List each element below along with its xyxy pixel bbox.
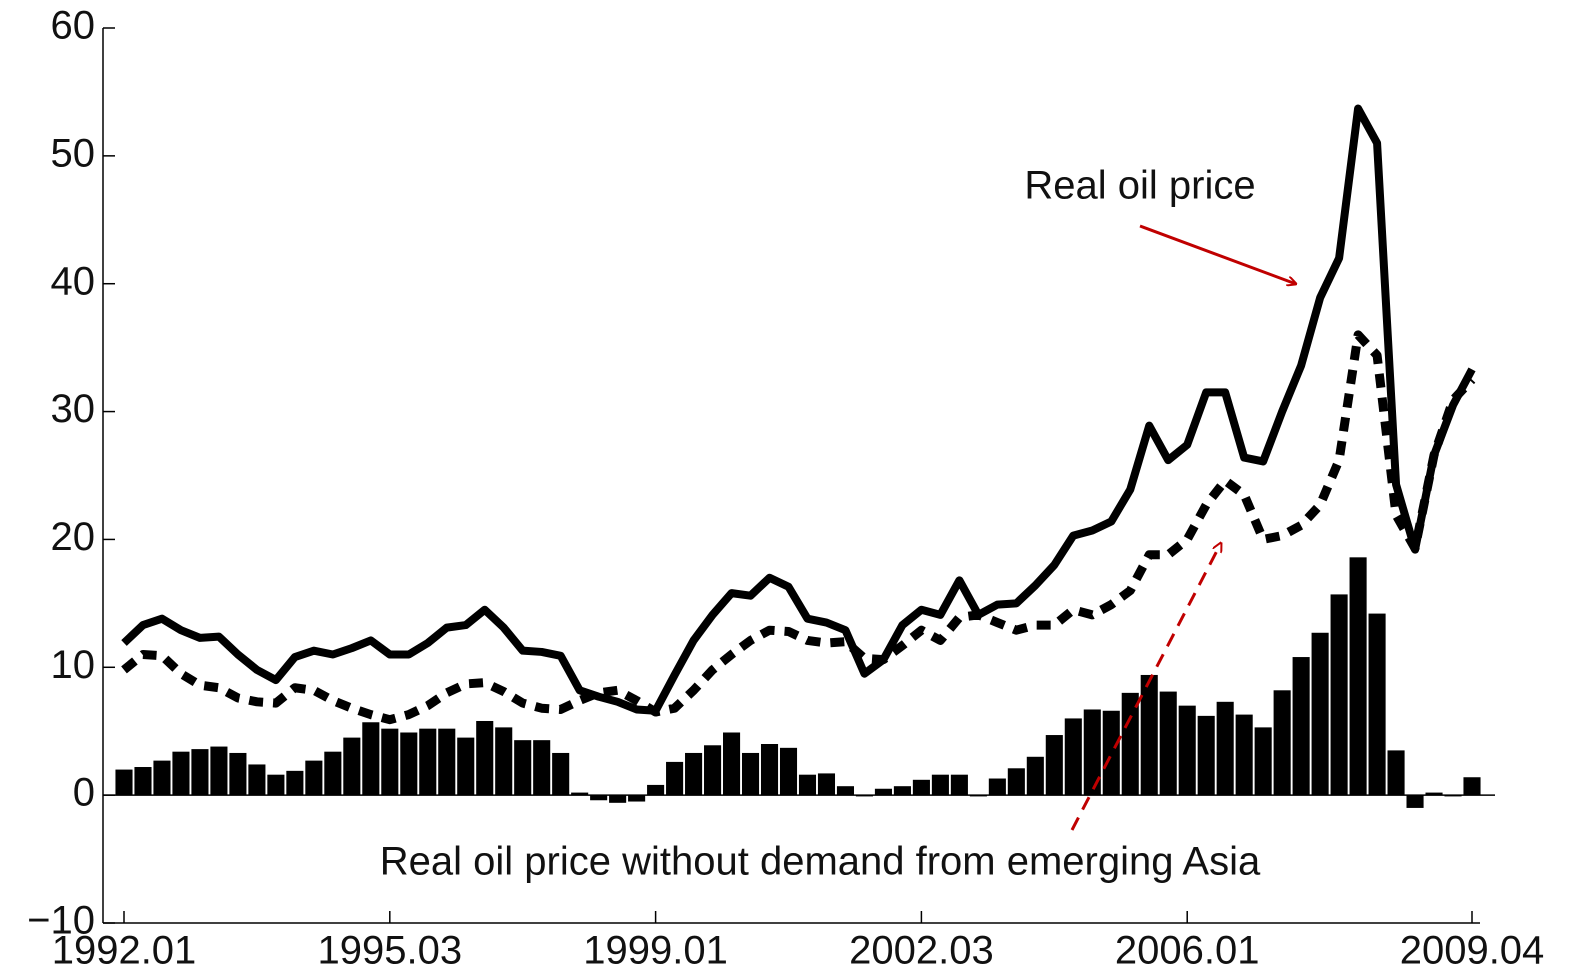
- bar: [1330, 594, 1348, 796]
- bar: [647, 784, 665, 796]
- bar: [514, 740, 532, 796]
- bar: [969, 795, 987, 797]
- bar: [1140, 674, 1158, 796]
- bar: [286, 770, 304, 796]
- bar: [1311, 632, 1329, 796]
- bar: [552, 752, 570, 796]
- x-tick-label: 2009.04: [1400, 929, 1545, 973]
- bar: [134, 767, 152, 796]
- bar: [191, 749, 209, 796]
- bar: [1064, 718, 1082, 796]
- bar: [874, 788, 892, 796]
- bar: [343, 737, 361, 796]
- bar: [1178, 705, 1196, 796]
- bar: [362, 722, 380, 796]
- bar: [419, 728, 437, 796]
- bar: [779, 747, 798, 796]
- bar: [1254, 727, 1272, 796]
- bar: [324, 751, 342, 796]
- bar: [533, 740, 551, 796]
- bar: [1273, 690, 1291, 796]
- bar: [438, 728, 456, 796]
- bar: [1083, 709, 1101, 796]
- bar: [153, 760, 171, 796]
- bar: [760, 744, 779, 796]
- bar: [666, 761, 684, 796]
- bar: [685, 752, 703, 796]
- y-tick-label: 30: [51, 387, 96, 431]
- x-tick-label: 1995.03: [318, 929, 463, 973]
- annotation: Real oil price: [1024, 164, 1255, 208]
- bar: [267, 774, 285, 796]
- bar: [628, 795, 646, 802]
- bar: [1007, 768, 1025, 796]
- bar: [210, 746, 228, 796]
- y-tick-label: 50: [51, 131, 96, 175]
- bar: [476, 720, 494, 796]
- bar: [1425, 792, 1443, 796]
- bar: [609, 795, 627, 803]
- bar: [400, 732, 418, 796]
- bar: [1045, 735, 1063, 796]
- y-tick-label: −10: [27, 899, 95, 943]
- bar: [893, 786, 911, 796]
- bar: [1349, 557, 1367, 796]
- line: [121, 104, 1476, 715]
- annotation: Real oil price without demand from emerg…: [380, 840, 1261, 884]
- bar: [855, 795, 873, 797]
- annotation-arrow: [1070, 543, 1221, 831]
- x-tick-label: 2006.01: [1115, 929, 1260, 973]
- y-tick-label: 60: [51, 4, 96, 48]
- bar: [172, 751, 190, 796]
- bar: [229, 752, 247, 796]
- bar: [1463, 777, 1481, 796]
- bar: [723, 732, 741, 796]
- bar: [381, 728, 399, 796]
- bar: [1444, 795, 1462, 797]
- bar: [1216, 701, 1234, 796]
- bar: [1026, 756, 1044, 796]
- bar: [457, 737, 475, 796]
- bar: [950, 774, 968, 796]
- bar: [495, 727, 513, 796]
- y-tick-label: 40: [51, 259, 96, 303]
- bar: [912, 779, 930, 796]
- bar: [1387, 750, 1405, 796]
- annotation-arrow: [1139, 224, 1296, 284]
- plot-area: −10 0 10 20 30 40 50 60 1992.01 1995.03 1999.01 200…: [27, 4, 1544, 973]
- dashed-line: [121, 330, 1476, 725]
- bar: [1102, 710, 1120, 796]
- bar: [704, 745, 722, 796]
- bar: [571, 792, 589, 796]
- bar: [988, 778, 1006, 796]
- bar: [248, 764, 266, 796]
- bar: [1197, 715, 1215, 796]
- bar: [1406, 795, 1424, 808]
- y-tick-label: 0: [73, 771, 95, 815]
- bar: [1368, 613, 1386, 796]
- bar: [931, 774, 949, 796]
- bar: [115, 769, 133, 796]
- x-tick-label: 1992.01: [52, 929, 197, 973]
- bar: [1235, 714, 1253, 796]
- bar: [836, 786, 855, 796]
- bar: [741, 752, 760, 796]
- bar: [798, 774, 817, 796]
- bar: [817, 773, 836, 796]
- bar: [1121, 692, 1139, 796]
- bar: [1159, 691, 1177, 796]
- bar: [305, 760, 323, 796]
- y-tick-label: 10: [51, 643, 96, 687]
- y-tick-label: 20: [51, 515, 96, 559]
- x-tick-label: 1999.01: [583, 929, 728, 973]
- x-tick-label: 2002.03: [849, 929, 994, 973]
- bar: [590, 795, 608, 801]
- bar: [1292, 657, 1310, 796]
